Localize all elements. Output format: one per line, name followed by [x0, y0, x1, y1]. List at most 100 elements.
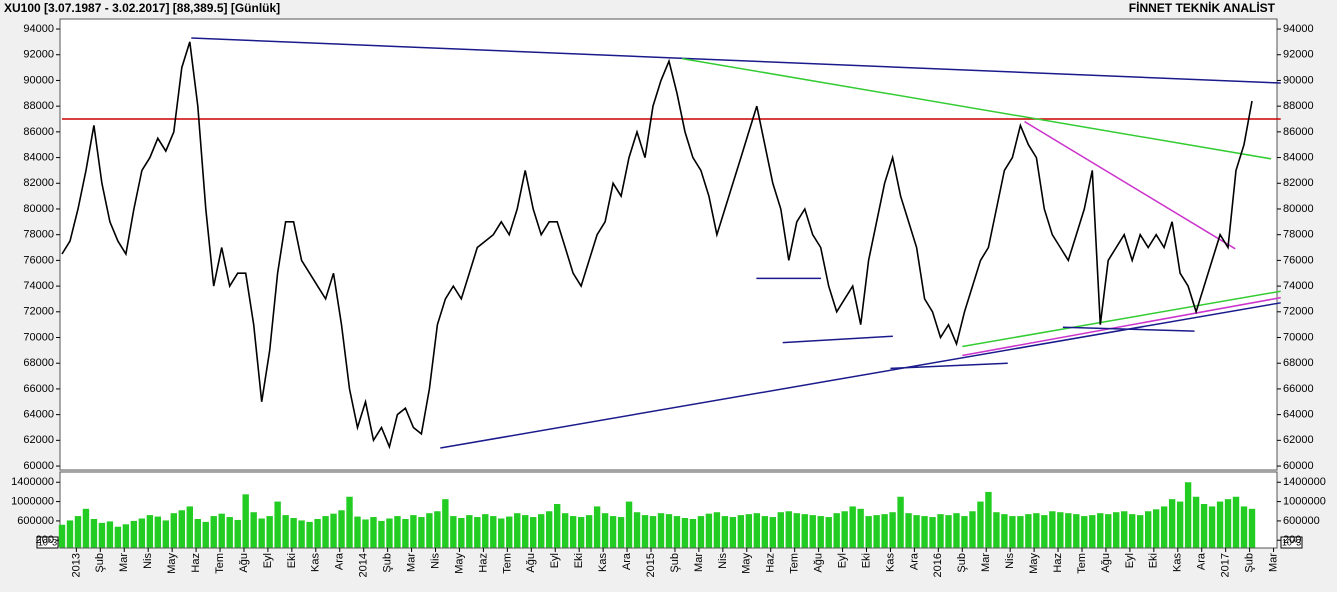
volume-bar [625, 501, 633, 548]
x-tick-label: Mar [405, 553, 417, 572]
volume-bar [745, 514, 753, 548]
volume-bar [1033, 513, 1040, 548]
x-tick-label: Eki [860, 553, 872, 568]
volume-bar [945, 515, 952, 548]
volume-bar [793, 513, 800, 548]
volume-bar [849, 506, 856, 548]
volume-bar [130, 520, 138, 548]
volume-bar [482, 514, 489, 548]
volume-bar [569, 516, 577, 548]
volume-bar [1025, 514, 1032, 548]
x-tick-label: May [453, 553, 465, 574]
volume-bar [1073, 514, 1080, 548]
y-tick-label: 62000 [1283, 434, 1314, 446]
volume-bar [1176, 501, 1184, 548]
y-tick-label: 82000 [1283, 177, 1314, 189]
y-tick-label: 90000 [23, 74, 54, 86]
volume-bar [74, 516, 82, 548]
y-tick-label: 600000 [17, 515, 54, 527]
unit-box [36, 536, 59, 549]
x-tick-label: Kas [310, 553, 322, 572]
price-line [61, 41, 1253, 450]
volume-bar [394, 516, 401, 548]
volume-bar [1017, 516, 1024, 548]
volume-bar [330, 513, 337, 548]
volume-bar [929, 517, 936, 548]
volume-bar [1057, 512, 1064, 548]
x-tick-label: Şub [956, 553, 968, 573]
volume-bar [857, 508, 864, 548]
x-tick-label: Şub [382, 553, 394, 573]
x-tick-label: Mar [118, 553, 130, 572]
x-tick-label: Ağu [238, 553, 250, 573]
volume-bar [649, 516, 657, 548]
x-tick-label: Tem [1076, 553, 1088, 574]
volume-bar [561, 513, 569, 548]
volume-bar [66, 520, 74, 548]
x-tick-label: Eki [286, 553, 298, 568]
volume-bar [577, 517, 585, 548]
x-tick-label: Nis [1004, 553, 1016, 569]
volume-bar [410, 515, 417, 548]
volume-bar [362, 519, 369, 548]
volume-bar [458, 518, 465, 548]
trendline [682, 57, 1272, 160]
volume-bar [314, 518, 321, 548]
y-tick-label: 80000 [23, 203, 54, 215]
trendline [1024, 120, 1236, 250]
volume-bar [873, 515, 880, 548]
volume-bar [1152, 509, 1160, 548]
volume-bar [226, 517, 233, 548]
volume-bar [138, 518, 146, 548]
x-tick-label: Haz [1052, 553, 1064, 573]
volume-bar [170, 513, 178, 548]
y-tick-label: 84000 [1283, 151, 1314, 163]
x-tick-label: Şub [669, 553, 681, 573]
volume-bar [434, 511, 441, 548]
volume-bar [1049, 511, 1056, 548]
volume-bar [1041, 515, 1048, 548]
x-tick-label: Nis [717, 553, 729, 569]
volume-bar [1168, 499, 1176, 548]
volume-bar [913, 515, 920, 548]
volume-bar [514, 513, 521, 548]
volume-bar [777, 512, 784, 548]
volume-bar [250, 512, 257, 548]
volume-bar [1248, 508, 1256, 548]
y-tick-label: 78000 [23, 229, 54, 241]
y-tick-label: 92000 [23, 49, 54, 61]
volume-bar [1184, 482, 1192, 548]
volume-bar [474, 517, 481, 548]
trendline [191, 37, 1281, 84]
volume-bar [737, 515, 745, 548]
volume-bar [290, 518, 297, 548]
x-tick-label: Haz [190, 553, 202, 573]
volume-bar [274, 501, 281, 548]
volume-bar [418, 517, 425, 548]
volume-bar [673, 516, 681, 548]
y-tick-label: 600000 [1283, 515, 1320, 527]
volume-bar [1105, 514, 1112, 548]
volume-bar [378, 520, 385, 548]
volume-bar [1129, 514, 1136, 548]
x-tick-label: 2014 [358, 553, 370, 577]
y-tick-label: 92000 [1283, 49, 1314, 61]
volume-bar [506, 516, 513, 548]
y-tick-label: 76000 [1283, 254, 1314, 266]
volume-bar [538, 514, 545, 548]
y-tick-label: 88000 [23, 100, 54, 112]
volume-bar [921, 516, 928, 548]
volume-bar [82, 508, 90, 548]
volume-bar [1089, 515, 1096, 548]
volume-bar [1009, 516, 1016, 548]
x-tick-label: May [1028, 553, 1040, 574]
volume-bar [1113, 512, 1120, 548]
volume-bar [665, 514, 673, 548]
x-tick-label: Eyl [836, 553, 848, 568]
volume-bar [1208, 506, 1216, 548]
volume-bar [993, 512, 1000, 548]
x-tick-label: Ara [908, 552, 920, 570]
volume-bar [58, 524, 66, 548]
y-tick-label: 1400000 [1283, 476, 1326, 488]
volume-bar [122, 524, 130, 548]
